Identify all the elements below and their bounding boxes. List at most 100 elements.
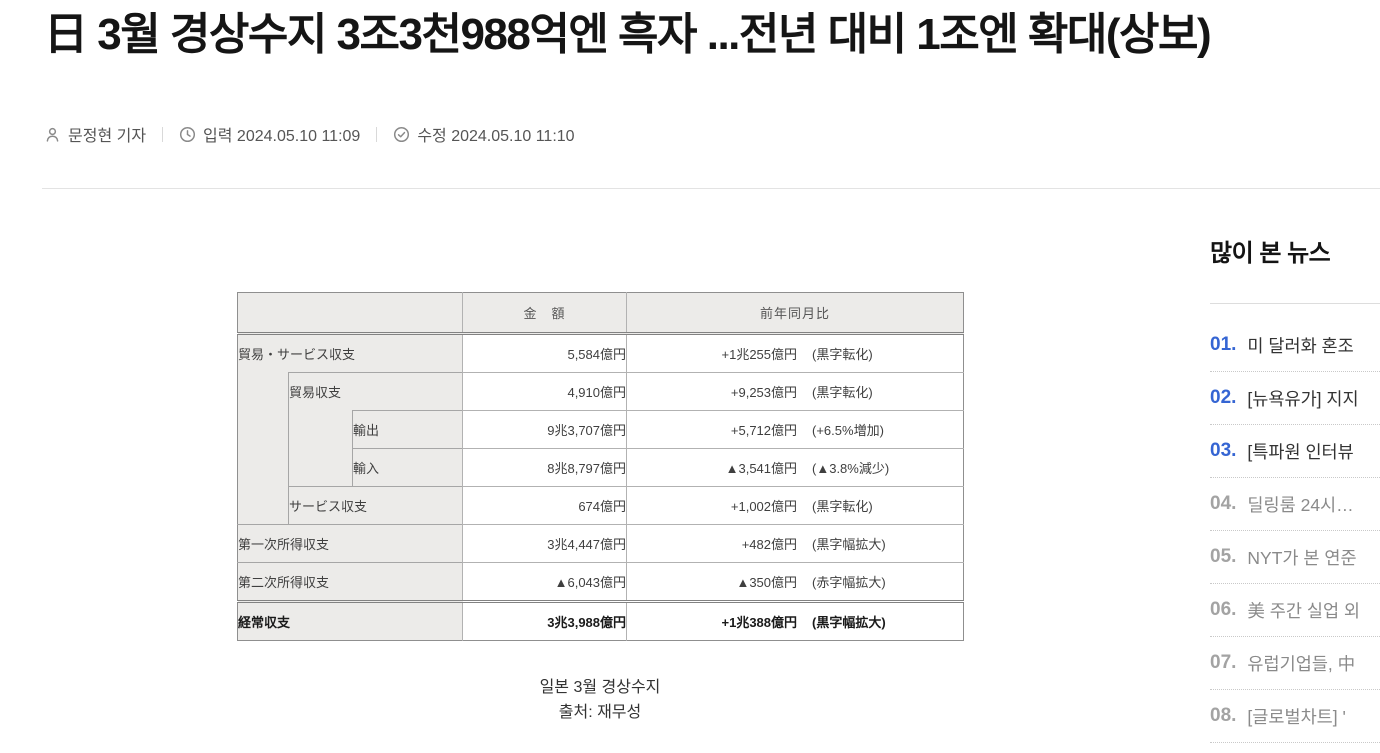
indent-cell (237, 372, 289, 411)
row-amount: 4,910億円 (462, 372, 627, 411)
rank-number: 02. (1210, 387, 1237, 408)
byline-separator (376, 126, 378, 142)
news-title: NYT가 본 연준 (1247, 547, 1357, 568)
news-rank-item-6[interactable]: 06. 美 주간 실업 외 (1210, 584, 1380, 637)
change-note: (赤字幅拡大) (812, 575, 886, 590)
row-label: サービス収支 (287, 486, 463, 525)
rank-number: 04. (1210, 493, 1237, 514)
rank-number: 01. (1210, 334, 1237, 355)
sidebar-divider (1210, 303, 1380, 304)
row-amount: 5,584億円 (462, 333, 627, 373)
news-rank-item-5[interactable]: 05. NYT가 본 연준 (1210, 531, 1380, 584)
row-change: +1,002億円 (黒字転化) (626, 486, 964, 525)
change-note: (+6.5%増加) (812, 423, 884, 438)
change-note: (黒字転化) (812, 385, 873, 400)
news-rank-item-2[interactable]: 02. [뉴욕유가] 지지 (1210, 372, 1380, 425)
news-rank-item-4[interactable]: 04. 딜링룸 24시… (1210, 478, 1380, 531)
news-rank-item-8[interactable]: 08. [글로벌차트] ' (1210, 690, 1380, 743)
change-value: +482億円 (741, 537, 798, 552)
row-change: +1兆388億円 (黒字幅拡大) (626, 600, 964, 641)
change-value: +9,253億円 (730, 385, 798, 400)
change-note: (▲3.8%減少) (812, 461, 890, 476)
table-row: サービス収支 674億円 +1,002億円 (黒字転化) (237, 486, 964, 525)
change-value: +1,002億円 (730, 499, 798, 514)
most-viewed-list: 01. 미 달러화 혼조 02. [뉴욕유가] 지지 03. [특파원 인터뷰 … (1210, 319, 1380, 743)
rank-number: 03. (1210, 440, 1237, 461)
byline-updated: 수정 2024.05.10 11:10 (393, 122, 575, 146)
most-viewed-sidebar: 많이 본 뉴스 01. 미 달러화 혼조 02. [뉴욕유가] 지지 03. [… (1210, 238, 1380, 743)
indent-cell (237, 486, 289, 525)
table-row: 貿易収支 4,910億円 +9,253億円 (黒字転化) (237, 372, 964, 411)
row-amount: ▲6,043億円 (462, 562, 627, 602)
change-value: ▲3,541億円 (725, 461, 798, 476)
check-circle-icon (393, 126, 410, 143)
row-amount: 3兆3,988億円 (462, 600, 627, 641)
news-title: [뉴욕유가] 지지 (1247, 388, 1359, 409)
row-label: 第二次所得収支 (237, 562, 463, 602)
row-label: 経常収支 (237, 600, 463, 641)
rank-number: 06. (1210, 599, 1237, 620)
current-account-figure: 金 額 前年同月比 貿易・サービス収支 5,584億円 +1兆255億円 (黒字転… (237, 292, 965, 725)
rank-number: 07. (1210, 652, 1237, 673)
updated-time: 수정 2024.05.10 11:10 (417, 128, 575, 145)
change-value: +1兆255億円 (721, 347, 798, 362)
row-amount: 8兆8,797億円 (462, 448, 627, 487)
table-row: 輸出 9兆3,707億円 +5,712億円 (+6.5%増加) (237, 410, 964, 449)
reporter-name[interactable]: 문정현 기자 (68, 128, 147, 145)
article-headline: 日 3월 경상수지 3조3천988억엔 흑자 ...전년 대비 1조엔 확대(상… (44, 10, 1212, 59)
rank-number: 08. (1210, 705, 1237, 726)
published-time: 입력 2024.05.10 11:09 (203, 128, 361, 145)
figure-caption: 일본 3월 경상수지 출처: 재무성 (237, 675, 963, 725)
row-label: 貿易・サービス収支 (237, 333, 463, 373)
change-note: (黒字幅拡大) (812, 615, 886, 630)
table-header-row: 金 額 前年同月比 (237, 292, 964, 335)
row-amount: 3兆4,447億円 (462, 524, 627, 563)
news-title: [특파원 인터뷰 (1247, 441, 1354, 462)
row-label: 貿易収支 (287, 372, 463, 411)
table-row: 貿易・サービス収支 5,584億円 +1兆255億円 (黒字転化) (237, 333, 964, 373)
clock-icon (179, 126, 196, 143)
news-rank-item-3[interactable]: 03. [특파원 인터뷰 (1210, 425, 1380, 478)
indent-cell (288, 410, 353, 449)
news-title: 미 달러화 혼조 (1247, 335, 1354, 356)
byline-separator (162, 126, 164, 142)
row-change: +5,712億円 (+6.5%増加) (626, 410, 964, 449)
person-icon (44, 126, 61, 143)
row-change: ▲350億円 (赤字幅拡大) (626, 562, 964, 602)
change-value: ▲350億円 (736, 575, 798, 590)
change-note: (黒字転化) (812, 347, 873, 362)
byline-reporter: 문정현 기자 (44, 122, 146, 146)
indent-cell (237, 410, 289, 449)
byline-published: 입력 2024.05.10 11:09 (179, 122, 360, 146)
news-rank-item-7[interactable]: 07. 유럽기업들, 中 (1210, 637, 1380, 690)
table-row: 第二次所得収支 ▲6,043億円 ▲350億円 (赤字幅拡大) (237, 562, 964, 602)
row-change: ▲3,541億円 (▲3.8%減少) (626, 448, 964, 487)
change-value: +1兆388億円 (721, 615, 798, 630)
news-title: 딜링룸 24시… (1247, 494, 1354, 515)
table-row: 第一次所得収支 3兆4,447億円 +482億円 (黒字幅拡大) (237, 524, 964, 563)
table-row: 輸入 8兆8,797億円 ▲3,541億円 (▲3.8%減少) (237, 448, 964, 487)
sidebar-title: 많이 본 뉴스 (1210, 240, 1331, 267)
change-note: (黒字幅拡大) (812, 537, 886, 552)
byline: 문정현 기자 입력 2024.05.10 11:09 수정 2024.05.10… (44, 122, 575, 146)
row-label: 輸出 (351, 410, 463, 449)
row-amount: 674億円 (462, 486, 627, 525)
indent-cell (288, 448, 353, 487)
col-header-amount: 金 額 (462, 292, 627, 335)
row-change: +1兆255億円 (黒字転化) (626, 333, 964, 373)
row-change: +9,253億円 (黒字転化) (626, 372, 964, 411)
table-corner-cell (237, 292, 463, 335)
table-total-row: 経常収支 3兆3,988億円 +1兆388億円 (黒字幅拡大) (237, 600, 964, 641)
row-change: +482億円 (黒字幅拡大) (626, 524, 964, 563)
row-label: 第一次所得収支 (237, 524, 463, 563)
rank-number: 05. (1210, 546, 1237, 567)
col-header-yoy: 前年同月比 (626, 292, 964, 335)
news-title: 美 주간 실업 외 (1247, 600, 1361, 621)
caption-line2: 출처: 재무성 (558, 704, 642, 721)
header-divider (42, 188, 1380, 189)
row-label: 輸入 (351, 448, 463, 487)
news-rank-item-1[interactable]: 01. 미 달러화 혼조 (1210, 319, 1380, 372)
news-title: [글로벌차트] ' (1247, 706, 1346, 727)
news-title: 유럽기업들, 中 (1247, 653, 1356, 674)
indent-cell (237, 448, 289, 487)
